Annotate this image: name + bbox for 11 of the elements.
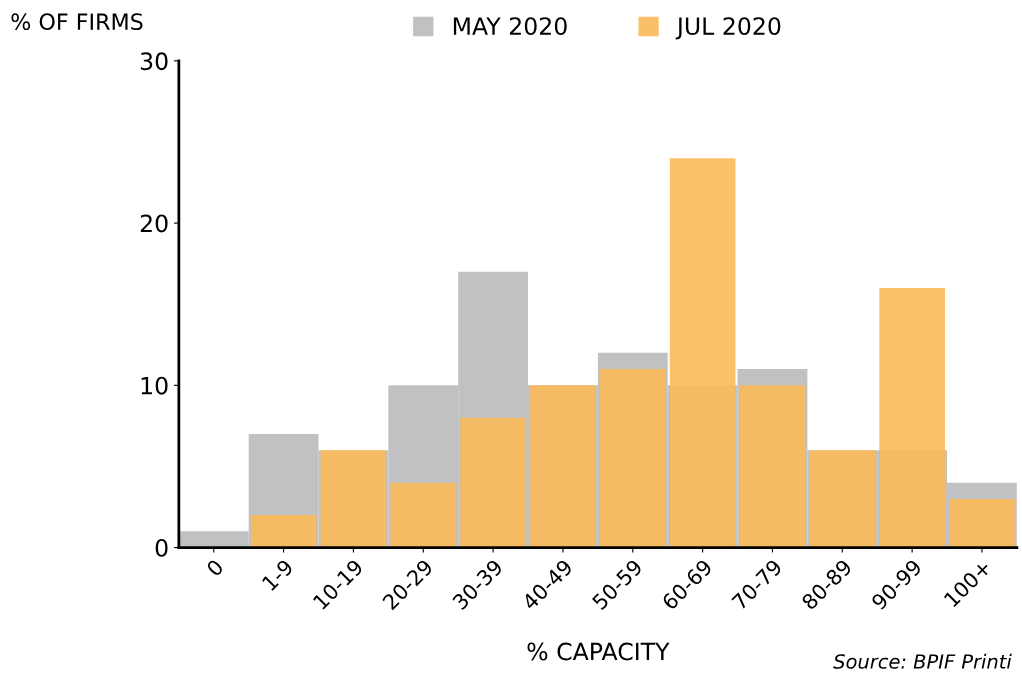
x-tick-label: 1-9 xyxy=(261,558,294,592)
legend-label: MAY 2020 xyxy=(453,17,567,36)
x-axis-title: % CAPACITY xyxy=(527,642,670,661)
y-tick-label: 30 xyxy=(140,52,168,71)
y-axis-title: % OF FIRMS xyxy=(11,13,143,31)
y-tick-label: 20 xyxy=(140,214,168,233)
legend-label: JUL 2020 xyxy=(675,17,781,40)
y-tick-label: 10 xyxy=(141,376,168,395)
y-tick-label: 0 xyxy=(155,539,168,557)
x-tick-label: 0 xyxy=(205,558,225,578)
source-note: Source: BPIF Printi xyxy=(833,653,1012,669)
